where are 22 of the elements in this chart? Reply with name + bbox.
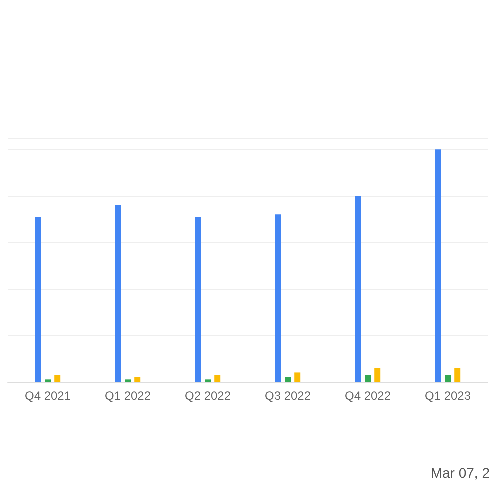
bar xyxy=(134,377,141,382)
bar xyxy=(115,205,122,382)
bar xyxy=(294,372,301,382)
x-tick-label: Q4 2022 xyxy=(344,389,392,403)
bar xyxy=(35,217,42,382)
bar xyxy=(285,377,291,382)
bar xyxy=(435,150,442,382)
bar xyxy=(195,217,202,382)
bar xyxy=(54,375,61,382)
bar xyxy=(365,375,371,382)
bar xyxy=(374,368,381,382)
x-tick-label: Q3 2022 xyxy=(264,389,312,403)
bar xyxy=(214,375,221,382)
bar xyxy=(454,368,461,382)
x-tick-label: Q4 2021 xyxy=(24,389,72,403)
bar xyxy=(275,214,282,382)
x-tick-label: Q1 2023 xyxy=(424,389,472,403)
text: Mar 07, 2 xyxy=(430,465,490,481)
bar xyxy=(355,196,362,382)
bar xyxy=(445,375,451,382)
x-tick-label: Q1 2022 xyxy=(104,389,152,403)
x-tick-label: Q2 2022 xyxy=(184,389,232,403)
